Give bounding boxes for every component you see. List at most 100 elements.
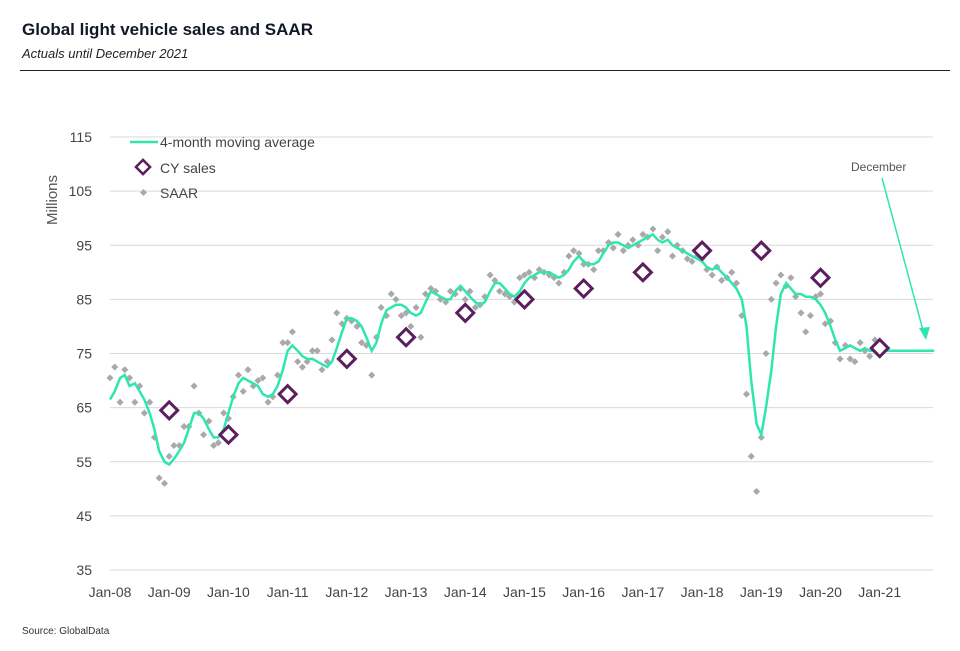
saar-point	[313, 347, 321, 355]
saar-point	[649, 225, 657, 233]
saar-point	[767, 295, 775, 303]
gridlines	[110, 136, 933, 571]
saar-point	[368, 371, 376, 379]
saar-point	[728, 268, 736, 276]
saar-point	[294, 358, 302, 366]
saar-point	[525, 268, 533, 276]
y-tick-label: 85	[76, 291, 92, 307]
x-axis-ticks: Jan-08 Jan-09 Jan-10 Jan-11 Jan-12 Jan-13 Jan-…	[89, 584, 902, 600]
saar-point	[496, 287, 504, 295]
saar-point	[664, 228, 672, 236]
saar-point	[565, 252, 573, 260]
x-tick-label: Jan-17	[621, 584, 664, 600]
saar-point	[629, 236, 637, 244]
y-axis-label: Millions	[44, 175, 61, 225]
saar-point	[619, 247, 627, 255]
saar-point	[806, 312, 814, 320]
x-tick-label: Jan-09	[148, 584, 191, 600]
legend-swatch-saar	[139, 188, 148, 197]
saar-point	[575, 249, 583, 257]
saar-point	[407, 322, 415, 330]
x-tick-label: Jan-14	[444, 584, 487, 600]
saar-point	[160, 479, 169, 487]
saar-point	[214, 439, 222, 447]
saar-point	[570, 247, 578, 255]
cy-sales-marker	[691, 240, 713, 262]
x-tick-label: Jan-20	[799, 584, 842, 600]
saar-point	[205, 417, 213, 425]
cy-sales-series	[158, 240, 891, 446]
saar-point	[318, 366, 326, 374]
saar-point	[590, 266, 598, 274]
saar-point	[753, 487, 761, 496]
saar-point	[131, 398, 139, 406]
cy-sales-marker	[158, 399, 180, 421]
saar-point	[328, 336, 336, 344]
saar-point	[140, 409, 148, 417]
y-tick-label: 45	[76, 508, 92, 524]
saar-point	[239, 387, 247, 395]
saar-point	[234, 371, 243, 379]
saar-point	[259, 374, 267, 382]
saar-point	[836, 355, 844, 363]
cy-sales-marker	[632, 261, 654, 283]
saar-point	[417, 333, 425, 341]
saar-point	[155, 474, 163, 482]
y-tick-label: 115	[70, 129, 93, 145]
saar-point	[308, 347, 317, 355]
saar-point	[284, 339, 292, 347]
saar-point	[718, 276, 726, 284]
saar-point	[387, 290, 395, 298]
saar-point	[654, 247, 662, 255]
saar-point	[772, 279, 780, 287]
x-tick-label: Jan-16	[562, 584, 605, 600]
x-tick-label: Jan-10	[207, 584, 250, 600]
y-tick-label: 75	[76, 346, 92, 362]
saar-point	[688, 257, 696, 266]
saar-point	[397, 312, 405, 320]
y-tick-label: 35	[76, 562, 92, 578]
saar-point	[427, 285, 435, 293]
x-tick-label: Jan-18	[681, 584, 724, 600]
cy-sales-marker	[277, 383, 299, 405]
saar-point	[200, 431, 208, 439]
saar-point	[254, 377, 262, 385]
x-tick-label: Jan-19	[740, 584, 783, 600]
x-tick-label: Jan-08	[89, 584, 132, 600]
december-arrow-head	[919, 327, 930, 340]
saar-point	[220, 409, 228, 417]
saar-point	[392, 295, 400, 303]
cy-sales-marker	[513, 288, 536, 310]
saar-point	[170, 441, 178, 450]
cy-sales-marker	[750, 240, 772, 262]
saar-point	[516, 274, 524, 282]
saar-series	[106, 225, 879, 496]
saar-point	[742, 390, 751, 398]
y-tick-label: 105	[69, 183, 93, 199]
saar-point	[708, 271, 716, 279]
saar-point	[762, 349, 770, 358]
saar-point	[146, 398, 154, 406]
cy-sales-marker	[573, 277, 595, 300]
y-tick-label: 65	[76, 400, 92, 416]
chart-subtitle: Actuals until December 2021	[22, 46, 189, 61]
legend-label-saar: SAAR	[160, 185, 198, 201]
saar-point	[116, 398, 124, 406]
saar-point	[298, 363, 306, 371]
legend-label-cy-sales: CY sales	[160, 160, 216, 176]
cy-sales-marker	[809, 267, 832, 289]
saar-point	[210, 441, 218, 450]
saar-point	[639, 230, 647, 238]
saar-point	[816, 290, 825, 298]
x-tick-label: Jan-21	[858, 584, 901, 600]
december-annotation: December	[851, 160, 906, 174]
saar-point	[377, 303, 385, 312]
saar-point	[851, 358, 859, 366]
saar-point	[658, 233, 666, 241]
saar-point	[866, 352, 874, 360]
cy-sales-marker	[454, 302, 476, 324]
saar-point	[165, 452, 173, 460]
saar-point	[609, 244, 617, 252]
y-tick-label: 55	[76, 454, 92, 470]
saar-point	[471, 303, 479, 312]
